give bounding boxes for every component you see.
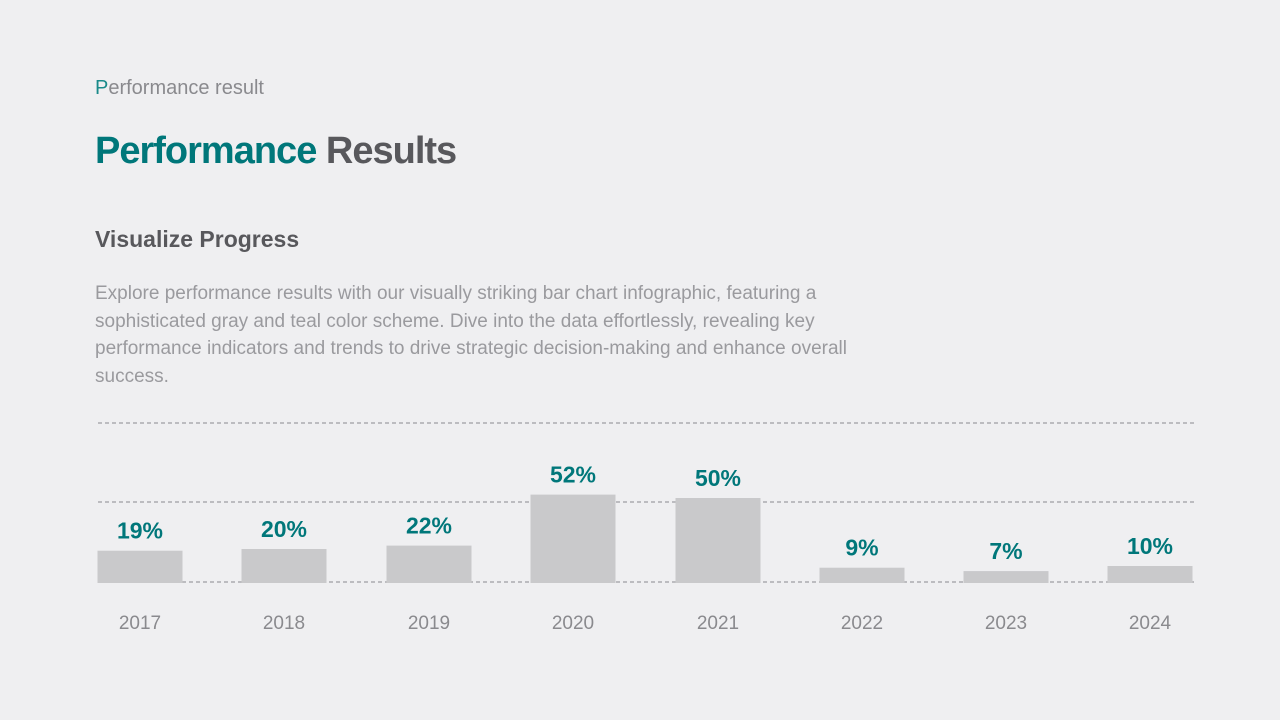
x-tick-2017: 2017 (119, 613, 161, 634)
data-label-2022: 9% (845, 535, 878, 561)
x-tick-2024: 2024 (1129, 613, 1172, 634)
eyebrow-label: Performance result (95, 77, 264, 100)
description: Explore performance results with our vis… (95, 283, 847, 387)
x-tick-2019: 2019 (408, 613, 450, 634)
data-label-2021: 50% (695, 465, 741, 491)
data-label-2023: 7% (989, 538, 1022, 564)
bar-2020 (530, 494, 616, 583)
data-label-2017: 19% (117, 518, 163, 544)
data-label-2020: 52% (550, 462, 596, 488)
data-label-2019: 22% (406, 513, 452, 539)
bar-2019 (386, 545, 472, 583)
title-accent: Performance (95, 130, 317, 172)
data-label-2018: 20% (261, 516, 307, 542)
bar-2022 (819, 567, 905, 583)
page-title: Performance Results (95, 130, 457, 173)
x-tick-2018: 2018 (263, 613, 305, 634)
x-tick-2020: 2020 (552, 613, 594, 634)
x-tick-2022: 2022 (841, 613, 883, 634)
bar-2024 (1107, 566, 1193, 583)
x-tick-2021: 2021 (697, 613, 739, 634)
eyebrow-first-letter: P (95, 77, 109, 99)
bar-2021 (675, 498, 761, 583)
data-label-2024: 10% (1127, 533, 1173, 559)
eyebrow-rest: erformance result (108, 77, 264, 99)
bar-2017 (97, 550, 183, 583)
x-tick-2023: 2023 (985, 613, 1027, 634)
section-subtitle: Visualize Progress (95, 226, 300, 252)
bar-2023 (963, 571, 1049, 583)
title-rest: Results (325, 130, 457, 172)
bar-2018 (241, 549, 327, 583)
